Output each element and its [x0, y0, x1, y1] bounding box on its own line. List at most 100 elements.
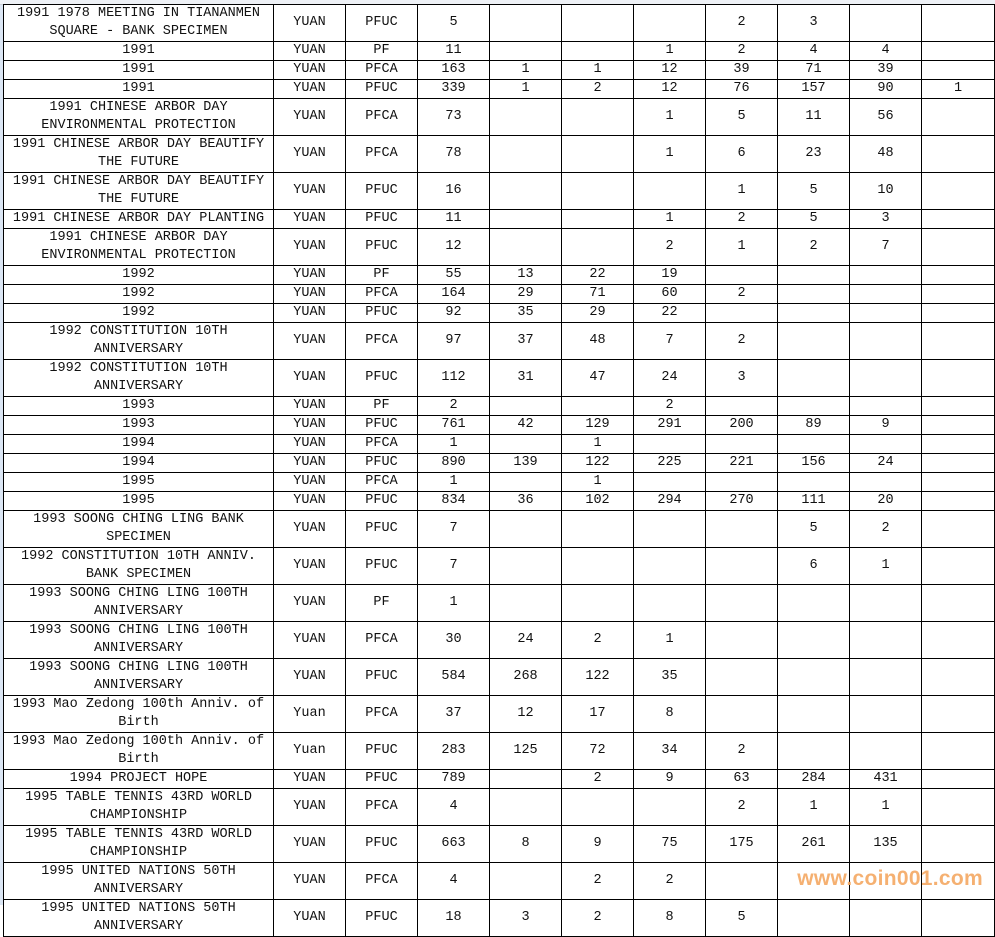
grade-count-cell: 4	[849, 41, 922, 61]
grade-count-cell	[921, 265, 995, 285]
table-row: 1992 CONSTITUTION 10TH ANNIV. BANK SPECI…	[3, 547, 995, 585]
unit-cell: YUAN	[273, 862, 346, 900]
grade-count-cell	[849, 862, 922, 900]
unit-cell: YUAN	[273, 825, 346, 863]
coin-name-cell: 1995 TABLE TENNIS 43RD WORLD CHAMPIONSHI…	[3, 825, 274, 863]
total-cell: 7	[417, 547, 490, 585]
grade-count-cell: 1	[561, 60, 634, 80]
grade-count-cell: 2	[705, 41, 778, 61]
type-cell: PFUC	[345, 4, 418, 42]
grade-count-cell: 4	[777, 41, 850, 61]
grade-count-cell	[633, 788, 706, 826]
total-cell: 339	[417, 79, 490, 99]
coin-name-cell: 1993	[3, 396, 274, 416]
grade-count-cell: 2	[561, 79, 634, 99]
grade-count-cell	[705, 658, 778, 696]
grade-count-cell: 71	[561, 284, 634, 304]
grade-count-cell	[489, 769, 562, 789]
table-row: 1992 CONSTITUTION 10TH ANNIVERSARY YUAN PF…	[3, 359, 995, 397]
grade-count-cell: 1	[849, 788, 922, 826]
grade-count-cell: 1	[489, 60, 562, 80]
type-cell: PF	[345, 584, 418, 622]
table-row: 1995 TABLE TENNIS 43RD WORLD CHAMPIONSHI…	[3, 788, 995, 826]
table-row: 1993 Mao Zedong 100th Anniv. of Birth Yua…	[3, 732, 995, 770]
grade-count-cell	[921, 584, 995, 622]
grade-count-cell	[561, 4, 634, 42]
grade-count-cell: 157	[777, 79, 850, 99]
coin-name-cell: 1992	[3, 303, 274, 323]
total-cell: 663	[417, 825, 490, 863]
grade-count-cell: 1	[777, 788, 850, 826]
total-cell: 92	[417, 303, 490, 323]
type-cell: PFCA	[345, 862, 418, 900]
total-cell: 11	[417, 41, 490, 61]
table-row: 1992 YUAN PFUC 92 35 29 22	[3, 303, 995, 323]
grade-count-cell	[921, 547, 995, 585]
table-row: 1991 CHINESE ARBOR DAY PLANTING YUAN PFUC 1…	[3, 209, 995, 229]
grade-count-cell	[921, 769, 995, 789]
unit-cell: YUAN	[273, 284, 346, 304]
grade-count-cell: 9	[849, 415, 922, 435]
grade-count-cell	[777, 434, 850, 454]
coin-name-cell: 1995	[3, 491, 274, 511]
grade-count-cell	[777, 584, 850, 622]
grade-count-cell: 48	[849, 135, 922, 173]
total-cell: 4	[417, 862, 490, 900]
grade-count-cell	[849, 303, 922, 323]
grade-count-cell	[849, 284, 922, 304]
grade-count-cell: 24	[633, 359, 706, 397]
grade-count-cell: 156	[777, 453, 850, 473]
grade-count-cell: 2	[561, 899, 634, 937]
unit-cell: YUAN	[273, 769, 346, 789]
grade-count-cell	[489, 4, 562, 42]
grade-count-cell: 56	[849, 98, 922, 136]
type-cell: PFUC	[345, 769, 418, 789]
grade-count-cell: 431	[849, 769, 922, 789]
grade-count-cell: 5	[777, 172, 850, 210]
grade-count-cell	[489, 862, 562, 900]
grade-count-cell: 9	[561, 825, 634, 863]
coin-name-cell: 1992 CONSTITUTION 10TH ANNIVERSARY	[3, 322, 274, 360]
coin-name-cell: 1991	[3, 60, 274, 80]
unit-cell: YUAN	[273, 453, 346, 473]
table-row: 1993 YUAN PF 2 2	[3, 396, 995, 416]
type-cell: PFUC	[345, 491, 418, 511]
grade-count-cell	[777, 284, 850, 304]
grade-count-cell: 5	[705, 98, 778, 136]
grade-count-cell	[633, 4, 706, 42]
coin-name-cell: 1995 TABLE TENNIS 43RD WORLD CHAMPIONSHI…	[3, 788, 274, 826]
grade-count-cell	[705, 472, 778, 492]
unit-cell: YUAN	[273, 396, 346, 416]
grade-count-cell	[921, 899, 995, 937]
grade-count-cell: 122	[561, 658, 634, 696]
grade-count-cell: 270	[705, 491, 778, 511]
total-cell: 30	[417, 621, 490, 659]
grade-count-cell: 2	[561, 769, 634, 789]
grade-count-cell: 1	[561, 434, 634, 454]
table-row: 1994 YUAN PFUC 890 139 122 225 221 156 24	[3, 453, 995, 473]
grade-count-cell: 284	[777, 769, 850, 789]
grade-count-cell	[561, 228, 634, 266]
grade-count-cell	[921, 359, 995, 397]
type-cell: PFUC	[345, 359, 418, 397]
coin-name-cell: 1992	[3, 265, 274, 285]
table-row: 1993 SOONG CHING LING 100TH ANNIVERSARY Y…	[3, 658, 995, 696]
grade-count-cell: 2	[705, 732, 778, 770]
table-row: 1993 SOONG CHING LING 100TH ANNIVERSARY Y…	[3, 621, 995, 659]
grade-count-cell: 3	[489, 899, 562, 937]
type-cell: PFUC	[345, 209, 418, 229]
coin-name-cell: 1993 SOONG CHING LING 100TH ANNIVERSARY	[3, 621, 274, 659]
unit-cell: YUAN	[273, 510, 346, 548]
coin-name-cell: 1993 SOONG CHING LING BANK SPECIMEN	[3, 510, 274, 548]
grade-count-cell	[921, 415, 995, 435]
grade-count-cell: 1	[633, 209, 706, 229]
grade-count-cell	[633, 510, 706, 548]
grade-count-cell	[633, 172, 706, 210]
type-cell: PFUC	[345, 510, 418, 548]
unit-cell: YUAN	[273, 584, 346, 622]
unit-cell: Yuan	[273, 732, 346, 770]
type-cell: PFCA	[345, 434, 418, 454]
coin-name-cell: 1994	[3, 453, 274, 473]
grade-count-cell: 2	[777, 228, 850, 266]
table-row: 1993 Mao Zedong 100th Anniv. of Birth Yua…	[3, 695, 995, 733]
